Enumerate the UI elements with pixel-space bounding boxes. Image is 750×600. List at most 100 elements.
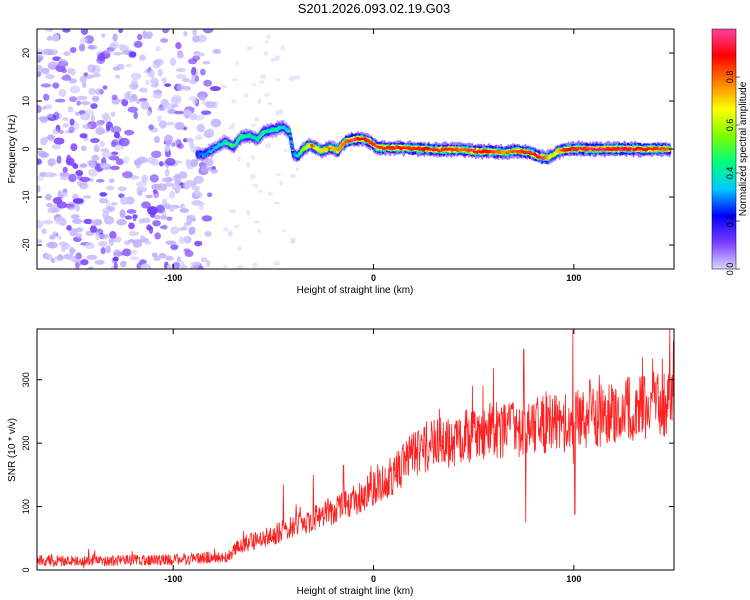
- noise-blob: [200, 110, 212, 115]
- noise-blob: [161, 77, 167, 84]
- snr-y-tick-label: 100: [21, 499, 31, 514]
- signal-cell: [290, 144, 294, 147]
- noise-blob: [151, 150, 162, 159]
- noise-blob: [278, 109, 284, 115]
- noise-blob: [189, 112, 198, 121]
- noise-blob: [110, 202, 118, 206]
- noise-blob: [75, 252, 82, 260]
- noise-blob: [120, 260, 127, 268]
- noise-blob: [58, 241, 68, 246]
- noise-blob: [204, 231, 212, 237]
- noise-blob: [52, 128, 60, 135]
- noise-blob: [146, 71, 152, 77]
- noise-blob: [48, 64, 57, 70]
- noise-blob: [43, 171, 54, 178]
- noise-blob: [175, 73, 187, 80]
- noise-blob: [106, 185, 115, 191]
- noise-blob: [113, 131, 120, 139]
- noise-blob: [128, 51, 137, 58]
- noise-blob: [139, 237, 150, 243]
- noise-blob: [47, 113, 53, 118]
- signal-cell: [550, 155, 555, 158]
- noise-blob: [257, 229, 261, 234]
- signal-cell: [236, 138, 241, 142]
- noise-blob: [86, 254, 98, 260]
- noise-blob: [220, 84, 227, 89]
- noise-blob: [164, 168, 170, 177]
- noise-blob: [194, 52, 206, 57]
- noise-blob: [192, 35, 200, 43]
- signal-cell: [309, 143, 314, 147]
- noise-blob: [69, 228, 78, 237]
- noise-blob: [82, 123, 92, 130]
- noise-blob: [119, 209, 126, 218]
- noise-blob: [151, 252, 158, 258]
- noise-blob: [70, 255, 78, 263]
- noise-blob: [199, 94, 205, 100]
- noise-blob: [145, 194, 153, 199]
- noise-blob: [56, 155, 62, 164]
- noise-blob: [237, 245, 242, 251]
- noise-blob: [68, 126, 75, 134]
- noise-blob: [138, 190, 143, 196]
- noise-blob: [47, 158, 56, 167]
- noise-blob: [157, 115, 162, 123]
- snr-x-ticks: -100 0 100: [164, 329, 581, 584]
- noise-blob: [194, 240, 203, 247]
- noise-blob: [194, 134, 203, 141]
- noise-blob: [44, 104, 53, 110]
- noise-blob: [45, 73, 55, 80]
- noise-blob: [164, 83, 171, 87]
- noise-blob: [265, 142, 272, 149]
- noise-blob: [102, 211, 109, 219]
- noise-blob: [116, 218, 127, 226]
- noise-blob: [128, 231, 140, 237]
- noise-blob: [151, 183, 162, 190]
- noise-blob: [37, 64, 44, 74]
- noise-blob: [92, 72, 101, 78]
- signal-cell: [258, 135, 263, 138]
- noise-blob: [264, 50, 268, 57]
- signal-cell: [204, 153, 209, 156]
- noise-blob: [150, 77, 159, 85]
- noise-blob: [228, 230, 233, 235]
- noise-blob: [183, 31, 188, 37]
- noise-blob: [245, 162, 251, 168]
- noise-blob: [184, 250, 194, 257]
- noise-blob: [155, 45, 161, 52]
- spectrogram-y-tick-label: -20: [21, 238, 31, 251]
- noise-blob: [266, 102, 273, 105]
- snr-x-tick-label: 0: [371, 574, 376, 584]
- noise-blob: [79, 133, 88, 139]
- noise-blob: [110, 140, 117, 148]
- noise-blob: [164, 102, 175, 111]
- noise-blob: [139, 235, 146, 239]
- spectrogram-y-tick-label: -10: [21, 190, 31, 203]
- signal-cell: [255, 138, 260, 142]
- noise-blob: [202, 60, 211, 65]
- noise-blob: [249, 173, 256, 180]
- noise-blob: [283, 149, 289, 152]
- noise-blob: [141, 174, 148, 183]
- noise-blob: [189, 264, 198, 269]
- noise-blob: [118, 193, 125, 199]
- noise-blob: [42, 106, 47, 111]
- noise-blob: [121, 171, 133, 179]
- noise-blob: [37, 105, 42, 113]
- noise-blob: [156, 89, 161, 96]
- noise-blob: [210, 118, 222, 128]
- noise-blob: [153, 190, 160, 199]
- noise-blob: [152, 220, 161, 227]
- noise-blob: [191, 75, 196, 80]
- noise-blob: [159, 225, 168, 230]
- noise-blob: [133, 111, 139, 120]
- noise-blob: [37, 175, 44, 182]
- noise-blob: [40, 83, 52, 88]
- figure-title: S201.2026.093.02.19.G03: [298, 1, 451, 16]
- noise-blob: [54, 98, 66, 103]
- signal-cell: [288, 134, 292, 137]
- noise-blob: [124, 240, 130, 246]
- noise-blob: [189, 141, 195, 149]
- snr-y-tick-label: 200: [21, 436, 31, 451]
